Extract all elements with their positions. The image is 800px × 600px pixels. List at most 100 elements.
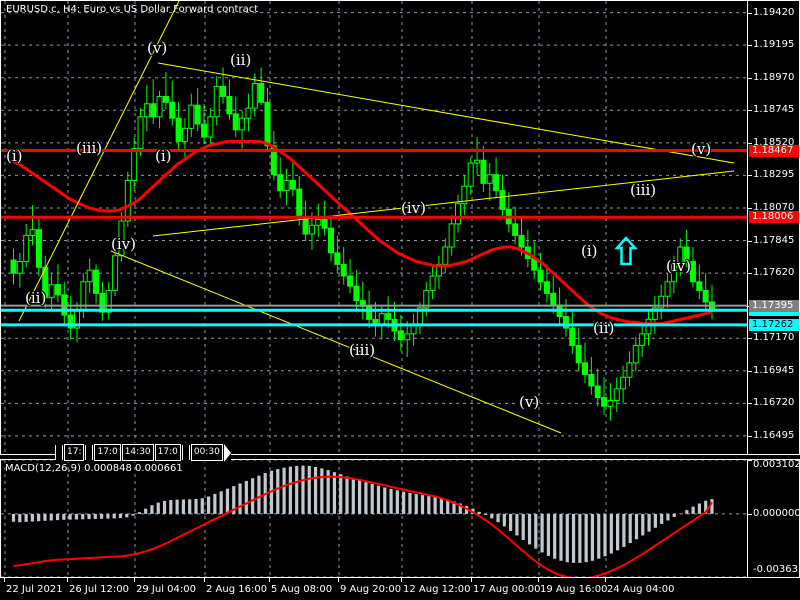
price-badge-grey-level[interactable]: 1.17395 <box>749 299 799 312</box>
candle-body <box>620 376 627 390</box>
ruler-cell[interactable]: 17:0 <box>94 444 121 461</box>
candle-body <box>264 101 271 147</box>
wave-label-iv[interactable]: (iv) <box>666 257 691 275</box>
candle-body <box>366 305 373 320</box>
wave-label-v[interactable]: (v) <box>519 393 540 411</box>
price-axis[interactable]: 1.19420 1.19195 1.18970 1.18745 1.18520 1.182… <box>747 1 799 454</box>
wave-label-iii[interactable]: (iii) <box>349 341 376 359</box>
candle-body <box>677 246 684 265</box>
price-axis-label: 1.18070 <box>753 201 795 213</box>
candle-body <box>448 223 455 248</box>
time-axis-tick <box>4 578 5 582</box>
buy-arrow-up[interactable] <box>614 236 638 266</box>
candle-body <box>410 324 417 335</box>
price-chart-svg <box>1 1 747 454</box>
candle-body <box>670 263 677 283</box>
falling-channel-upper[interactable] <box>110 250 562 434</box>
candle-body <box>696 281 703 291</box>
ruler-grip-icon[interactable] <box>181 445 190 460</box>
wave-label-iii[interactable]: (iii) <box>630 181 657 199</box>
macd-indicator-pane[interactable]: MACD(12,26,9) 0.000848 0.000661 0.003102… <box>0 459 800 578</box>
price-axis-tick <box>748 370 752 372</box>
candle-body <box>258 82 265 103</box>
time-axis-tick <box>471 578 472 582</box>
falling-upper-trendline[interactable] <box>157 62 735 164</box>
price-badge-resistance-lower[interactable]: 1.18006 <box>749 211 799 224</box>
wave-label-i[interactable]: (i) <box>6 147 23 165</box>
candle-body <box>499 190 506 210</box>
time-axis-tick <box>338 578 339 582</box>
candle-body <box>582 362 588 375</box>
time-axis[interactable]: 22 Jul 2021 26 Jul 12:00 29 Jul 04:00 2 Aug… <box>0 578 800 600</box>
candle-body <box>16 261 23 274</box>
candle-body <box>467 162 474 187</box>
price-plot-area[interactable]: (v) (ii) (i) (iii) (i) (iii) (iv) (iv) (i) (v) (iv… <box>1 1 747 454</box>
wave-label-iv[interactable]: (iv) <box>401 199 426 217</box>
candle-body <box>702 289 709 303</box>
candle-body <box>607 399 614 407</box>
rising-trendline[interactable] <box>18 1 180 322</box>
candle-body <box>397 330 404 341</box>
time-axis-tick <box>269 578 270 582</box>
ruler-cell[interactable]: 17:0 <box>154 444 181 461</box>
candle-body <box>226 96 233 115</box>
ruler-grip-icon[interactable] <box>85 445 94 460</box>
wave-label-ii[interactable]: (ii) <box>25 289 47 307</box>
price-axis-label: 1.18970 <box>753 71 795 83</box>
price-axis-tick <box>748 403 752 405</box>
candle-body <box>543 281 550 294</box>
candle-body <box>664 281 671 297</box>
candle-body <box>124 179 131 222</box>
candle-body <box>429 275 436 291</box>
candle-body <box>645 318 652 335</box>
price-badge-support-level[interactable]: 1.17262 <box>749 318 799 331</box>
ruler-cell[interactable]: 00:30 <box>190 444 223 461</box>
candle-body <box>562 316 569 329</box>
wave-label-ii[interactable]: (ii) <box>593 319 615 337</box>
time-axis-label: 12 Aug 12:00 <box>403 584 471 595</box>
wave-label-i[interactable]: (i) <box>581 242 598 260</box>
wave-label-v[interactable]: (v) <box>147 39 168 57</box>
candle-body <box>480 159 487 184</box>
candle-body <box>328 227 334 254</box>
candle-body <box>315 219 322 226</box>
candle-body <box>194 104 201 125</box>
ruler-cell[interactable]: 17: <box>64 444 85 461</box>
candle-body <box>245 107 252 119</box>
candle-body <box>150 103 157 118</box>
time-axis-tick <box>67 578 68 582</box>
candle-body <box>569 327 576 346</box>
time-axis-label: 26 Jul 12:00 <box>69 584 129 595</box>
time-axis-tick <box>204 578 205 582</box>
ruler-grip-icon[interactable] <box>55 445 63 460</box>
candle-body <box>137 116 144 150</box>
ruler-arrow-icon[interactable] <box>223 443 231 462</box>
falling-channel-lower[interactable] <box>152 170 735 237</box>
candle-body <box>594 385 601 399</box>
candle-body <box>575 344 582 364</box>
wave-label-ii[interactable]: (ii) <box>230 51 252 69</box>
candle-body <box>442 246 449 265</box>
price-axis-tick <box>748 45 752 47</box>
price-chart-pane[interactable]: (v) (ii) (i) (iii) (i) (iii) (iv) (iv) (i) (v) (iv… <box>0 0 800 455</box>
candle-body <box>588 373 595 387</box>
macd-axis-label: 0.000000 <box>753 507 800 519</box>
candle-body <box>658 295 665 309</box>
ruler-cell[interactable]: 14:30 <box>121 444 154 461</box>
time-scale-ruler[interactable]: 17: 17:0 14:30 17:0 00:30 <box>55 443 231 462</box>
price-axis-label: 1.16495 <box>753 429 795 441</box>
wave-label-iv[interactable]: (iv) <box>111 235 136 253</box>
candle-body <box>232 113 239 131</box>
candle-body <box>461 185 468 205</box>
macd-plot-area[interactable] <box>1 460 747 577</box>
price-axis-tick <box>748 77 752 79</box>
wave-label-v[interactable]: (v) <box>691 140 712 158</box>
candle-body <box>131 148 138 181</box>
wave-label-i[interactable]: (i) <box>155 147 172 165</box>
macd-axis: 0.003102 0.000000 -0.003633 <box>747 460 800 578</box>
macd-chart-svg <box>1 460 747 577</box>
time-axis-label: 17 Aug 00:00 <box>473 584 541 595</box>
wave-label-iii[interactable]: (iii) <box>76 139 103 157</box>
price-badge-resistance-upper[interactable]: 1.18467 <box>749 144 799 157</box>
time-axis-label: 19 Aug 16:00 <box>540 584 608 595</box>
